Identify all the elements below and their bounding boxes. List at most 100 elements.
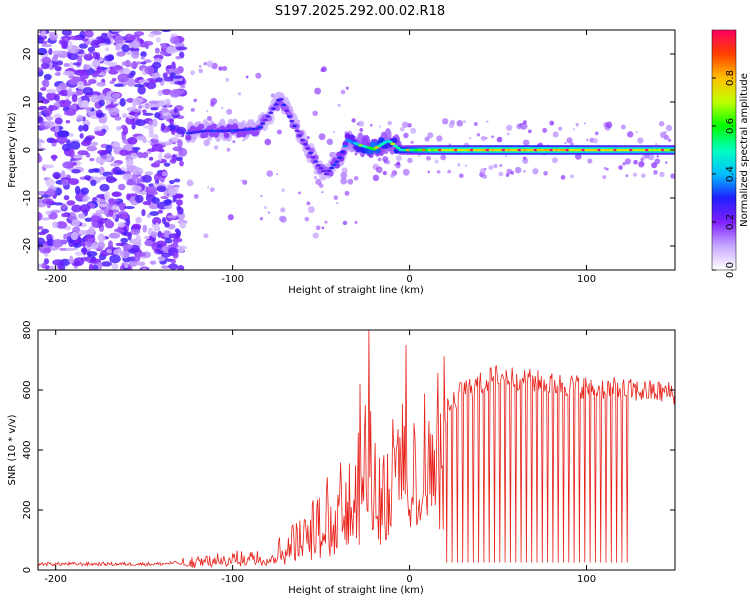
noise-blob <box>79 204 91 213</box>
scatter-dot <box>280 207 286 213</box>
noise-blob <box>142 137 147 144</box>
noise-blob <box>108 209 114 218</box>
noise-blob <box>142 109 147 114</box>
noise-blob <box>164 198 172 206</box>
noise-blob <box>109 162 121 167</box>
noise-blob <box>112 141 121 148</box>
noise-blob <box>74 185 81 195</box>
noise-blob <box>162 72 168 79</box>
scatter-dot <box>206 110 209 113</box>
scatter-dot <box>458 173 464 179</box>
noise-blob <box>106 249 112 254</box>
ridge-core <box>339 150 345 154</box>
noise-blob <box>78 124 84 132</box>
noise-blob <box>120 250 131 259</box>
noise-blob <box>175 56 182 60</box>
ridge-core <box>302 142 308 146</box>
noise-blob <box>38 47 48 56</box>
noise-blob <box>55 221 68 229</box>
noise-blob <box>175 156 183 162</box>
noise-blob <box>131 223 142 230</box>
noise-blob <box>53 202 64 206</box>
scatter-dot <box>245 75 249 79</box>
scatter-dot <box>226 147 231 152</box>
ridge-core <box>289 119 295 123</box>
scatter-dot <box>337 103 341 107</box>
scatter-dot <box>622 161 626 166</box>
noise-blob <box>146 81 157 90</box>
scatter-dot <box>476 133 481 137</box>
noise-blob <box>127 115 134 119</box>
scatter-dot <box>410 140 414 144</box>
scatter-dot <box>624 158 632 165</box>
noise-blob <box>164 205 173 210</box>
noise-blob <box>71 218 81 227</box>
scatter-dot <box>651 162 658 169</box>
noise-blob <box>116 125 122 131</box>
scatter-dot <box>523 169 526 173</box>
scatter-dot <box>640 157 644 162</box>
scatter-dot <box>566 137 573 144</box>
scatter-dot <box>260 194 263 198</box>
scatter-dot <box>434 159 439 164</box>
scatter-dot <box>312 110 318 117</box>
noise-blob <box>54 94 60 102</box>
noise-blob <box>124 261 129 269</box>
scatter-dot <box>213 145 219 150</box>
noise-blob <box>166 65 173 69</box>
noise-blob <box>54 72 61 77</box>
scatter-dot <box>393 163 396 166</box>
ridge-core <box>297 134 303 137</box>
noise-blob <box>81 38 89 42</box>
scatter-dot <box>656 155 659 158</box>
noise-blob <box>161 88 172 96</box>
noise-blob <box>148 120 154 126</box>
noise-blob <box>131 201 138 206</box>
scatter-dot <box>400 126 405 132</box>
noise-blob <box>51 50 63 55</box>
noise-blob <box>142 112 154 116</box>
scatter-dot <box>375 166 383 174</box>
noise-blob <box>135 234 141 243</box>
noise-blob <box>151 231 158 238</box>
noise-blob <box>77 213 86 219</box>
scatter-dot <box>387 120 393 126</box>
noise-blob <box>88 225 95 235</box>
noise-blob <box>65 119 71 124</box>
snr-axes: -200 -100 0 100 0 200 400 600 800 <box>22 320 675 585</box>
noise-blob <box>77 150 89 156</box>
scatter-dot <box>635 130 638 134</box>
noise-blob <box>117 73 130 83</box>
scatter-dot <box>506 132 510 136</box>
scatter-dot <box>193 194 199 199</box>
noise-blob <box>83 65 91 70</box>
scatter-dot <box>560 175 566 180</box>
ridge-core <box>387 140 393 144</box>
scatter-dot <box>587 158 593 164</box>
noise-blob <box>108 69 119 75</box>
noise-blob <box>76 80 85 90</box>
noise-blob <box>172 252 179 259</box>
noise-blob <box>82 246 87 256</box>
spectrogram-x-tick-label: -100 <box>221 274 244 285</box>
noise-blob <box>148 100 160 105</box>
noise-blob <box>86 145 98 152</box>
scatter-dot <box>255 72 262 79</box>
noise-blob <box>114 35 125 45</box>
noise-blob <box>81 100 90 108</box>
ridge-core <box>257 125 263 129</box>
noise-blob <box>42 164 55 169</box>
scatter-dot <box>592 138 599 144</box>
noise-blob <box>84 175 91 181</box>
scatter-dot <box>379 125 382 128</box>
noise-blob <box>144 65 155 75</box>
spectrogram-x-tick-label: 0 <box>406 274 412 285</box>
noise-blob <box>154 112 161 119</box>
noise-blob <box>111 77 117 82</box>
noise-blob <box>97 209 105 214</box>
scatter-dot <box>658 120 665 127</box>
noise-blob <box>161 171 168 177</box>
noise-blob <box>133 83 145 88</box>
